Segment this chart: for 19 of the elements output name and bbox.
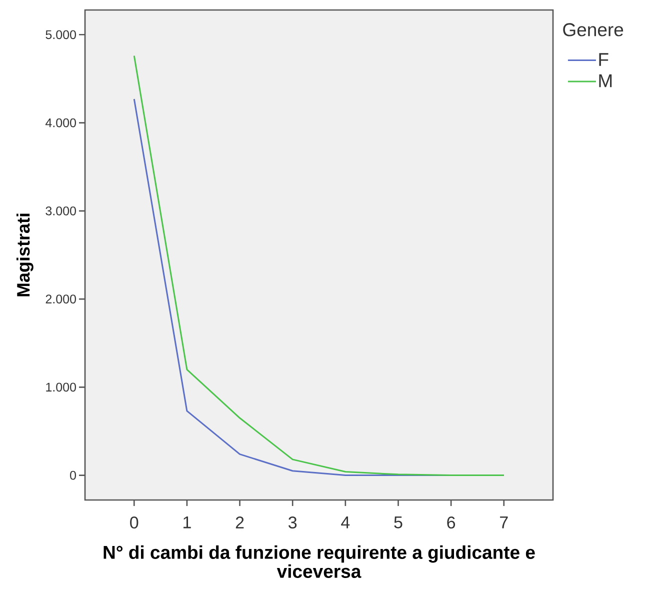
x-tick-label: 6	[447, 516, 456, 529]
y-tick-label: 2.000	[46, 294, 76, 304]
x-tick-label: 0	[130, 516, 138, 529]
legend-label: F	[599, 53, 608, 66]
y-tick-label: 4.000	[45, 118, 76, 128]
y-tick-label: 5.000	[46, 30, 76, 40]
y-axis-title: Magistrati	[16, 214, 34, 296]
x-tick-label: 4	[341, 516, 350, 528]
y-tick-label: 3.000	[46, 206, 76, 216]
legend-label: M	[599, 74, 612, 88]
y-tick-label: 0	[70, 470, 76, 480]
x-tick-label: 1	[184, 516, 191, 528]
x-tick-label: 5	[394, 516, 402, 528]
x-tick-label: 3	[288, 516, 297, 529]
y-tick-label: 1.000	[46, 382, 76, 392]
x-tick-label: 7	[500, 516, 508, 528]
x-tick-label: 2	[236, 516, 244, 528]
x-axis-title: N° di cambi da funzione requirente a giudicante e viceversa	[104, 545, 535, 578]
legend-title: Genere	[563, 23, 624, 36]
